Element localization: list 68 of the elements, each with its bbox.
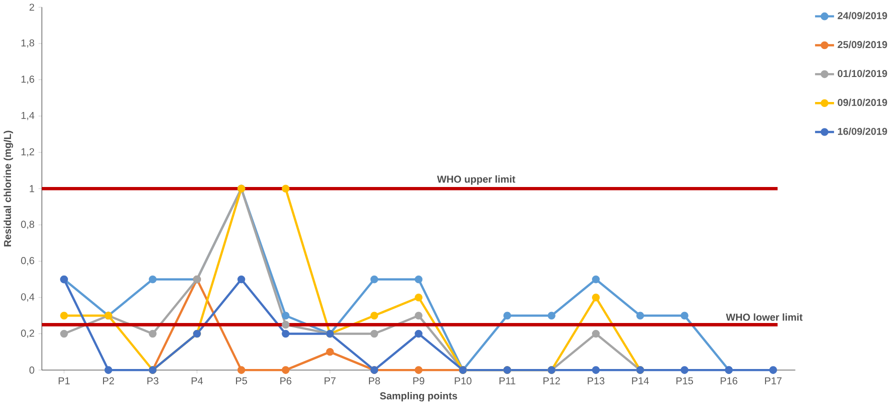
x-tick-label: P3 (147, 377, 158, 384)
x-tick-label: P5 (236, 377, 248, 384)
legend-label: 09/10/2019 (838, 98, 888, 106)
point (60, 330, 68, 338)
point (592, 275, 600, 284)
point (414, 312, 422, 320)
point (370, 312, 378, 320)
point (680, 366, 688, 374)
y-tick-label: 0,8 (21, 220, 34, 229)
point (414, 275, 422, 284)
legend-label: 16/09/2019 (838, 128, 888, 135)
point (370, 275, 378, 284)
ref-line-label: WHO lower limit (726, 313, 803, 321)
point (680, 312, 688, 320)
point (414, 330, 422, 338)
y-tick-label: 2 (30, 4, 34, 11)
point (592, 294, 600, 302)
x-tick-label: P16 (720, 377, 738, 384)
ref-line-label: WHO upper limit (437, 175, 516, 185)
y-tick-label: 1,6 (21, 76, 34, 84)
x-tick-label: P11 (500, 377, 516, 384)
x-tick-label: P12 (543, 377, 560, 384)
point (414, 366, 422, 374)
legend-label: 25/09/2019 (838, 40, 888, 48)
legend-label: 01/10/2019 (838, 70, 888, 78)
y-tick-label: 0 (29, 366, 34, 374)
point (282, 330, 290, 338)
y-tick-label: 1,2 (21, 148, 34, 156)
point (592, 330, 600, 338)
x-tick-label: P4 (192, 377, 203, 384)
point (148, 330, 157, 338)
x-tick-label: P13 (588, 377, 604, 384)
point (282, 184, 290, 192)
y-tick-label: 1 (30, 185, 34, 192)
y-tick-label: 0,4 (21, 293, 34, 302)
y-tick-label: 1,8 (21, 39, 34, 48)
point (326, 348, 334, 356)
point (282, 312, 290, 320)
x-tick-label: P2 (103, 377, 114, 384)
point (282, 366, 290, 374)
point (503, 312, 512, 320)
x-tick-label: P10 (454, 377, 472, 384)
y-tick-label: 0,6 (21, 257, 34, 266)
x-tick-label: P9 (413, 377, 424, 384)
y-tick-label: 1,4 (21, 112, 34, 120)
y-axis-title: Residual chlorine (mg/L) (4, 130, 14, 246)
x-tick-label: P17 (765, 377, 782, 384)
point (237, 275, 246, 284)
point (548, 312, 556, 320)
point (769, 366, 778, 374)
point (148, 275, 157, 284)
point (370, 330, 378, 338)
point (414, 294, 422, 302)
x-tick-label: P8 (368, 377, 380, 384)
point (60, 312, 68, 320)
point (592, 366, 600, 374)
x-tick-label: P7 (324, 377, 336, 384)
x-tick-label: P14 (632, 377, 649, 384)
point (282, 320, 290, 329)
x-axis-title: Sampling points (380, 392, 458, 402)
legend-label: 24/09/2019 (838, 12, 888, 20)
x-tick-label: P15 (676, 377, 693, 384)
x-tick-label: P1 (58, 377, 70, 384)
point (104, 366, 112, 374)
x-tick-label: P6 (280, 377, 292, 384)
point (237, 366, 246, 374)
point (636, 312, 644, 320)
y-tick-label: 0,2 (21, 330, 34, 338)
